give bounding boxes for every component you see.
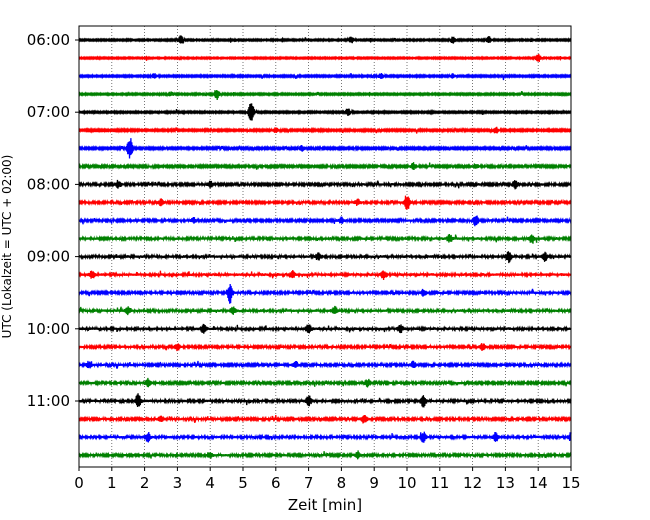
x-tick-label: 14 (529, 474, 548, 492)
y-tick-label: 07:00 (27, 103, 70, 121)
seismogram-trace (78, 251, 572, 264)
x-tick-label: 13 (496, 474, 515, 492)
seismogram-trace (78, 89, 572, 100)
y-tick-label: 08:00 (27, 175, 70, 193)
seismogram-trace (78, 126, 572, 134)
seismogram-trace (78, 343, 572, 352)
x-axis-label: Zeit [min] (288, 496, 362, 514)
x-tick-label: 0 (74, 474, 84, 492)
x-tick-label: 10 (397, 474, 416, 492)
seismogram-trace (78, 305, 572, 316)
seismogram-trace (78, 195, 572, 210)
x-tick-label: 2 (140, 474, 150, 492)
seismogram-trace (78, 215, 572, 227)
plot-frame (78, 25, 572, 468)
seismogram-trace (78, 414, 572, 424)
seismogram-trace (78, 234, 572, 244)
seismogram-trace (78, 450, 572, 460)
seismogram-trace (78, 360, 572, 369)
x-tick-label: 4 (205, 474, 215, 492)
x-tick-label: 3 (173, 474, 183, 492)
y-axis-ticks: 06:00 07:00 08:00 09:00 10:00 11:00 (27, 31, 79, 410)
x-tick-label: 7 (304, 474, 314, 492)
x-tick-label: 1 (107, 474, 117, 492)
seismogram-trace (78, 138, 572, 159)
seismogram-trace (78, 179, 572, 190)
seismogram-trace (78, 162, 572, 171)
x-tick-label: 12 (463, 474, 482, 492)
x-tick-label: 11 (430, 474, 449, 492)
seismogram-trace (78, 270, 572, 280)
seismogram-trace (78, 393, 572, 408)
seismogram-trace (78, 35, 572, 44)
seismogram-trace (78, 72, 572, 81)
y-tick-label: 06:00 (27, 31, 70, 49)
x-tick-label: 6 (271, 474, 281, 492)
x-tick-label: 15 (561, 474, 580, 492)
x-axis-ticks: 0 1 2 3 4 5 6 7 8 9 10 11 12 13 14 15 (74, 467, 581, 492)
seismogram-trace (78, 431, 572, 443)
seismogram-trace (78, 283, 572, 304)
x-tick-label: 8 (337, 474, 347, 492)
seismogram-traces (78, 35, 572, 460)
x-tick-label: 9 (369, 474, 379, 492)
x-tick-label: 5 (238, 474, 248, 492)
seismogram-trace (78, 323, 572, 334)
seismogram-trace (78, 377, 572, 388)
seismogram-trace (78, 103, 572, 121)
y-tick-label: 09:00 (27, 248, 70, 266)
y-tick-label: 10:00 (27, 320, 70, 338)
y-axis-label: UTC (Lokalzeit = UTC + 02:00) (0, 155, 14, 339)
y-tick-label: 11:00 (27, 392, 70, 410)
seismogram-trace (78, 53, 572, 62)
